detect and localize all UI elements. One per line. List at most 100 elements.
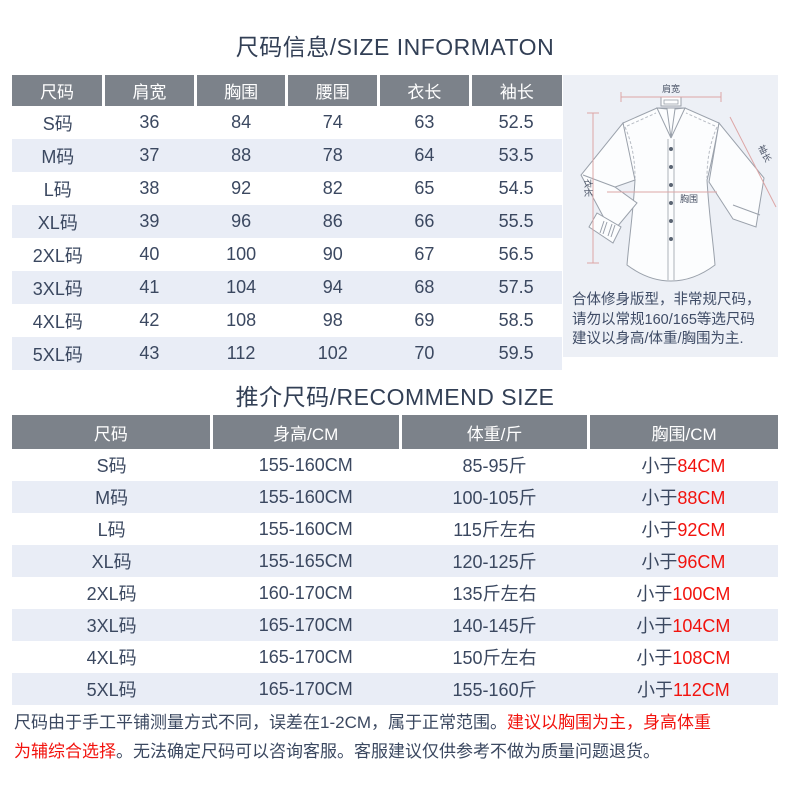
recommend-table-cell-height: 165-170CM bbox=[211, 673, 401, 705]
recommend-table-cell-weight: 115斤左右 bbox=[453, 520, 536, 540]
chest-prefix: 小于 bbox=[641, 520, 678, 540]
recommend-size-title: 推介尺码/RECOMMEND SIZE bbox=[235, 384, 555, 410]
recommend-table-cell-chest: 小于96CM bbox=[588, 545, 778, 577]
size-table-cell: 53.5 bbox=[470, 139, 562, 172]
recommend-table-row: XL码 155-165CM 120-125斤 小于96CM bbox=[12, 545, 778, 577]
size-table-row: XL码 39 96 86 66 55.5 bbox=[12, 205, 562, 238]
size-table-cell: 82 bbox=[322, 178, 343, 198]
size-table-cell: 58.5 bbox=[498, 310, 534, 330]
recommend-table-header-cell: 体重/斤 bbox=[398, 415, 589, 449]
size-table-cell: 57.5 bbox=[470, 271, 562, 304]
measurement-disclaimer: 尺码由于手工平铺测量方式不同，误差在1-2CM，属于正常范围。建议以胸围为主，身… bbox=[14, 708, 780, 766]
size-table-cell: 86 bbox=[286, 205, 379, 238]
size-table-cell: 92 bbox=[231, 178, 252, 198]
size-table-cell: 36 bbox=[139, 112, 160, 132]
chest-prefix: 小于 bbox=[641, 552, 678, 572]
disclaimer-highlight: 为辅综合选择 bbox=[14, 742, 116, 761]
chest-value: 108CM bbox=[672, 648, 731, 668]
chest-prefix: 小于 bbox=[641, 456, 678, 476]
size-table-cell: M码 bbox=[12, 139, 104, 172]
recommend-table-cell-weight: 135斤左右 bbox=[452, 584, 537, 604]
size-table-cell: 78 bbox=[286, 139, 379, 172]
size-table-cell: 108 bbox=[226, 310, 257, 330]
recommend-table-cell-size: L码 bbox=[97, 520, 126, 540]
recommend-table-cell-chest: 小于88CM bbox=[588, 481, 778, 513]
size-table-header-cell: 肩宽 bbox=[102, 75, 196, 106]
fit-note-line: 合体修身版型，非常规尺码， bbox=[572, 292, 761, 308]
size-table-cell: L码 bbox=[43, 179, 72, 200]
size-table-row: M码 37 88 78 64 53.5 bbox=[12, 139, 562, 172]
size-table-cell: 39 bbox=[103, 205, 196, 238]
size-table-cell: 88 bbox=[195, 139, 287, 172]
size-table-row: 3XL码 41 104 94 68 57.5 bbox=[12, 271, 562, 304]
recommend-table-header-cell: 胸围/CM bbox=[587, 415, 778, 449]
size-table-row: 5XL码 43 112 102 70 59.5 bbox=[12, 337, 562, 370]
recommend-table-cell-weight: 85-95斤 bbox=[462, 456, 527, 476]
recommend-table-cell-height: 155-160CM bbox=[258, 518, 353, 539]
recommend-table-cell-height: 155-160CM bbox=[211, 481, 401, 513]
recommend-table-cell-height: 155-160CM bbox=[258, 454, 353, 475]
disclaimer-text: 尺码由于手工平铺测量方式不同，误差在1-2CM，属于正常范围。 bbox=[14, 713, 508, 732]
recommend-table-cell-weight: 150斤左右 bbox=[452, 648, 537, 668]
size-table-cell: 98 bbox=[322, 310, 343, 330]
recommend-table: 尺码 身高/CM 体重/斤 胸围/CM S码 155-160CM 85-95斤 小于8… bbox=[12, 415, 778, 705]
size-table-header-cell: 腰围 bbox=[285, 75, 379, 106]
chest-value: 88CM bbox=[677, 488, 726, 508]
size-table-cell: S码 bbox=[42, 113, 73, 134]
shirt-diagram-panel: 肩宽 衣长 袖长 胸围 合体修身版型，非常规尺码， 请勿以常规160/165等选… bbox=[563, 75, 778, 357]
size-table-cell: 64 bbox=[378, 139, 471, 172]
size-table-cell: 37 bbox=[103, 139, 196, 172]
recommend-table-header-cell: 身高/CM bbox=[209, 415, 401, 449]
fit-note: 合体修身版型，非常规尺码， 请勿以常规160/165等选尺码 建议以身高/体重/… bbox=[572, 291, 772, 350]
size-table-cell: 3XL码 bbox=[12, 271, 104, 304]
size-table-header-cell: 袖长 bbox=[468, 75, 562, 106]
size-table-row: 2XL码 40 100 90 67 56.5 bbox=[12, 238, 562, 271]
size-table-cell: 112 bbox=[195, 337, 287, 370]
size-table-cell: 55.5 bbox=[470, 205, 562, 238]
size-table-header-cell: 尺码 bbox=[12, 75, 104, 106]
size-table-header-cell: 衣长 bbox=[377, 75, 471, 106]
size-table-cell: 90 bbox=[322, 244, 343, 264]
size-table-cell: 68 bbox=[378, 271, 471, 304]
chest-value: 96CM bbox=[677, 552, 726, 572]
recommend-table-cell-size: 3XL码 bbox=[12, 609, 212, 641]
size-table-cell: 42 bbox=[139, 310, 160, 330]
recommend-table-cell-chest: 小于92CM bbox=[589, 513, 778, 545]
size-table-row: 4XL码 42 108 98 69 58.5 bbox=[12, 304, 562, 337]
recommend-table-cell-size: 5XL码 bbox=[12, 673, 212, 705]
chest-prefix: 小于 bbox=[637, 680, 674, 700]
recommend-table-cell-size: S码 bbox=[96, 456, 127, 476]
size-table-cell: 94 bbox=[286, 271, 379, 304]
size-info-title: 尺码信息/SIZE INFORMATON bbox=[235, 34, 555, 60]
disclaimer-text: 。无法确定尺码可以咨询客服。客服建议仅供参考不做为质量问题退货。 bbox=[116, 742, 660, 761]
size-table-cell: 67 bbox=[414, 244, 435, 264]
shoulder-width-label: 肩宽 bbox=[662, 83, 680, 94]
chest-label: 胸围 bbox=[680, 193, 698, 204]
garment-length-label: 衣长 bbox=[583, 179, 594, 197]
chest-prefix: 小于 bbox=[636, 584, 673, 604]
shirt-measurement-diagram-icon: 肩宽 衣长 袖长 胸围 bbox=[580, 83, 777, 282]
size-table-cell: 74 bbox=[322, 112, 343, 132]
size-table-cell: 4XL码 bbox=[32, 311, 83, 332]
size-table-cell: 41 bbox=[103, 271, 196, 304]
recommend-table-cell-chest: 小于104CM bbox=[588, 609, 778, 641]
chest-value: 92CM bbox=[677, 520, 726, 540]
recommend-table-row: 3XL码 165-170CM 140-145斤 小于104CM bbox=[12, 609, 778, 641]
size-table-cell: 54.5 bbox=[498, 178, 534, 198]
size-table-cell: 40 bbox=[139, 244, 160, 264]
recommend-table-cell-chest: 小于100CM bbox=[589, 577, 778, 609]
recommend-table-row: S码 155-160CM 85-95斤 小于84CM bbox=[12, 449, 778, 481]
recommend-table-cell-chest: 小于84CM bbox=[589, 449, 778, 481]
size-table-cell: 96 bbox=[195, 205, 287, 238]
chest-prefix: 小于 bbox=[636, 616, 673, 636]
fit-note-line: 建议以身高/体重/胸围为主. bbox=[572, 331, 744, 347]
disclaimer-line-1: 尺码由于手工平铺测量方式不同，误差在1-2CM，属于正常范围。建议以胸围为主，身… bbox=[14, 708, 780, 737]
sleeve-length-label: 袖长 bbox=[756, 143, 774, 164]
recommend-table-cell-weight: 140-145斤 bbox=[400, 609, 589, 641]
chest-value: 104CM bbox=[672, 616, 731, 636]
recommend-table-row: 4XL码 165-170CM 150斤左右 小于108CM bbox=[12, 641, 778, 673]
recommend-table-cell-size: 2XL码 bbox=[86, 584, 137, 604]
recommend-table-row: 5XL码 165-170CM 155-160斤 小于112CM bbox=[12, 673, 778, 705]
size-table-row: L码 38 92 82 65 54.5 bbox=[12, 172, 562, 205]
